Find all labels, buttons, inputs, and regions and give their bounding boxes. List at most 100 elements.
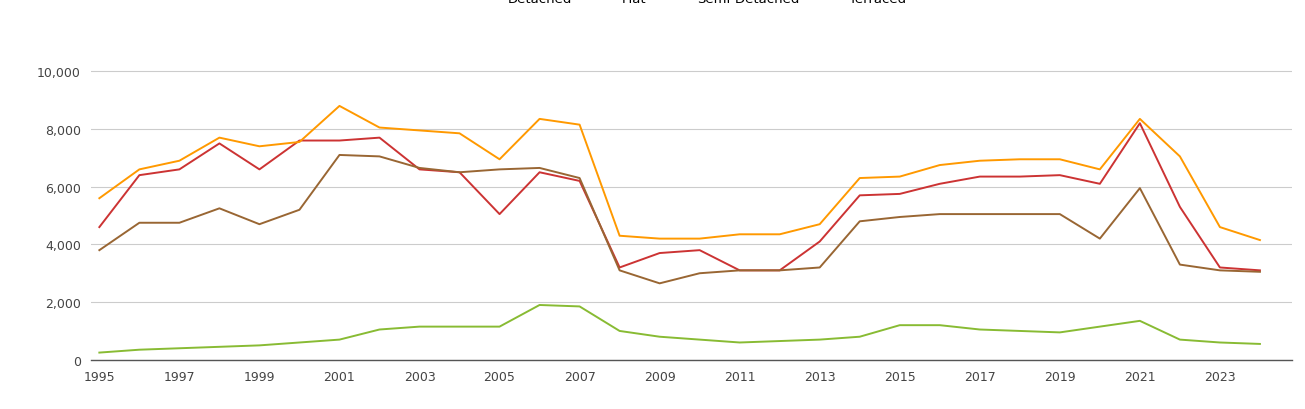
Detached: [572, 179, 587, 184]
Detached: [252, 168, 268, 173]
Semi-Detached: [331, 104, 347, 109]
Terraced: [331, 153, 347, 158]
Semi-Detached: [1251, 238, 1267, 243]
Semi-Detached: [1052, 157, 1067, 162]
Line: Semi-Detached: Semi-Detached: [99, 107, 1259, 240]
Flat: [812, 337, 827, 342]
Flat: [252, 343, 268, 348]
Flat: [1172, 337, 1188, 342]
Terraced: [531, 166, 547, 171]
Flat: [211, 344, 227, 349]
Flat: [572, 304, 587, 309]
Detached: [812, 239, 827, 244]
Terraced: [211, 207, 227, 211]
Line: Detached: Detached: [99, 124, 1259, 271]
Terraced: [1011, 212, 1027, 217]
Legend: Detached, Flat, Semi-Detached, Terraced: Detached, Flat, Semi-Detached, Terraced: [471, 0, 912, 11]
Semi-Detached: [1212, 225, 1228, 230]
Detached: [372, 136, 388, 141]
Semi-Detached: [411, 129, 427, 134]
Detached: [452, 171, 467, 175]
Detached: [411, 168, 427, 173]
Flat: [692, 337, 707, 342]
Terraced: [1092, 236, 1108, 241]
Semi-Detached: [531, 117, 547, 122]
Flat: [932, 323, 947, 328]
Flat: [1052, 330, 1067, 335]
Terraced: [252, 222, 268, 227]
Detached: [732, 268, 748, 273]
Semi-Detached: [932, 163, 947, 168]
Semi-Detached: [291, 140, 307, 145]
Terraced: [932, 212, 947, 217]
Semi-Detached: [692, 236, 707, 241]
Detached: [932, 182, 947, 187]
Detached: [1011, 175, 1027, 180]
Flat: [612, 329, 628, 334]
Terraced: [1131, 186, 1147, 191]
Detached: [91, 225, 107, 230]
Semi-Detached: [1131, 117, 1147, 122]
Semi-Detached: [252, 144, 268, 149]
Semi-Detached: [771, 232, 787, 237]
Flat: [531, 303, 547, 308]
Semi-Detached: [132, 168, 147, 173]
Flat: [891, 323, 907, 328]
Terraced: [732, 268, 748, 273]
Detached: [1131, 121, 1147, 126]
Flat: [1092, 324, 1108, 329]
Terraced: [1212, 268, 1228, 273]
Semi-Detached: [452, 132, 467, 137]
Terraced: [651, 281, 667, 286]
Terraced: [291, 208, 307, 213]
Line: Flat: Flat: [99, 305, 1259, 353]
Detached: [171, 168, 187, 173]
Terraced: [572, 176, 587, 181]
Flat: [492, 324, 508, 329]
Detached: [651, 251, 667, 256]
Detached: [1052, 173, 1067, 178]
Detached: [972, 175, 988, 180]
Terraced: [372, 155, 388, 160]
Semi-Detached: [852, 176, 868, 181]
Flat: [331, 337, 347, 342]
Flat: [452, 324, 467, 329]
Flat: [1212, 340, 1228, 345]
Terraced: [492, 168, 508, 173]
Semi-Detached: [1172, 155, 1188, 160]
Detached: [612, 265, 628, 270]
Detached: [692, 248, 707, 253]
Flat: [91, 350, 107, 355]
Flat: [171, 346, 187, 351]
Terraced: [891, 215, 907, 220]
Detached: [1172, 205, 1188, 210]
Detached: [891, 192, 907, 197]
Semi-Detached: [372, 126, 388, 131]
Flat: [372, 327, 388, 332]
Detached: [492, 212, 508, 217]
Terraced: [1052, 212, 1067, 217]
Flat: [732, 340, 748, 345]
Terraced: [771, 268, 787, 273]
Flat: [852, 335, 868, 339]
Terraced: [1172, 263, 1188, 267]
Terraced: [411, 166, 427, 171]
Semi-Detached: [812, 222, 827, 227]
Terraced: [812, 265, 827, 270]
Line: Terraced: Terraced: [99, 155, 1259, 284]
Flat: [1131, 319, 1147, 324]
Terraced: [692, 271, 707, 276]
Semi-Detached: [1092, 168, 1108, 173]
Flat: [651, 335, 667, 339]
Flat: [1011, 329, 1027, 334]
Flat: [972, 327, 988, 332]
Semi-Detached: [732, 232, 748, 237]
Flat: [411, 324, 427, 329]
Detached: [852, 193, 868, 198]
Detached: [1092, 182, 1108, 187]
Flat: [132, 347, 147, 352]
Semi-Detached: [91, 196, 107, 201]
Semi-Detached: [651, 236, 667, 241]
Terraced: [612, 268, 628, 273]
Semi-Detached: [211, 136, 227, 141]
